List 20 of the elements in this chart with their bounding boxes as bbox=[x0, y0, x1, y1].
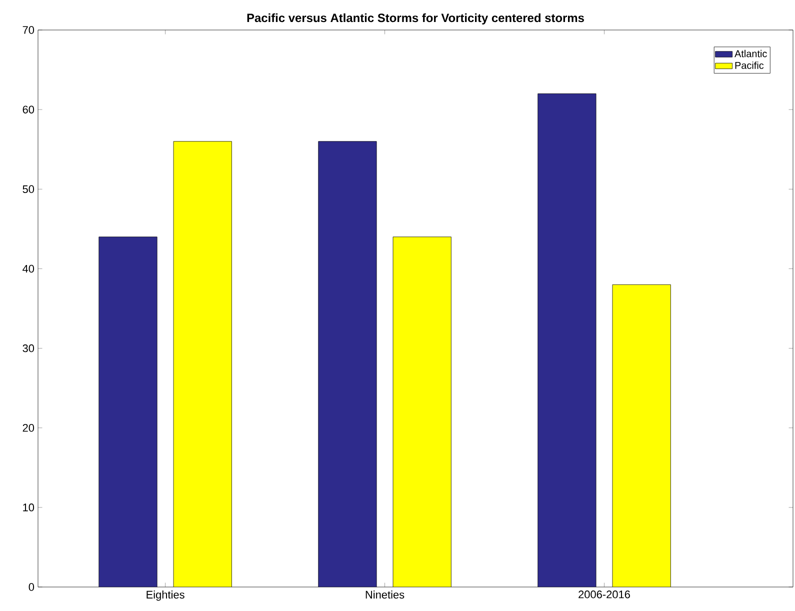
bar bbox=[173, 141, 232, 587]
bar bbox=[98, 236, 158, 587]
y-tick-label: 70 bbox=[22, 26, 34, 34]
bar bbox=[612, 284, 671, 587]
y-tick-label: 30 bbox=[22, 344, 34, 352]
bar bbox=[318, 141, 377, 587]
y-tick-label: 0 bbox=[28, 583, 34, 591]
chart-title: Pacific versus Atlantic Storms for Vorticity centered storms bbox=[247, 13, 584, 25]
x-tick-label: Nineties bbox=[366, 590, 404, 599]
x-tick-label: 2006-2016 bbox=[578, 590, 630, 598]
y-tick-label: 10 bbox=[23, 504, 34, 512]
legend-label: Atlantic bbox=[734, 50, 767, 58]
bar bbox=[392, 236, 452, 587]
legend-label: Pacific bbox=[735, 62, 764, 69]
bar bbox=[538, 93, 596, 587]
x-tick-label: Eighties bbox=[146, 590, 184, 601]
y-tick-label: 60 bbox=[22, 106, 34, 114]
y-tick-label: 50 bbox=[22, 185, 34, 194]
y-tick-label: 20 bbox=[22, 424, 34, 432]
y-tick-label: 40 bbox=[22, 264, 34, 273]
